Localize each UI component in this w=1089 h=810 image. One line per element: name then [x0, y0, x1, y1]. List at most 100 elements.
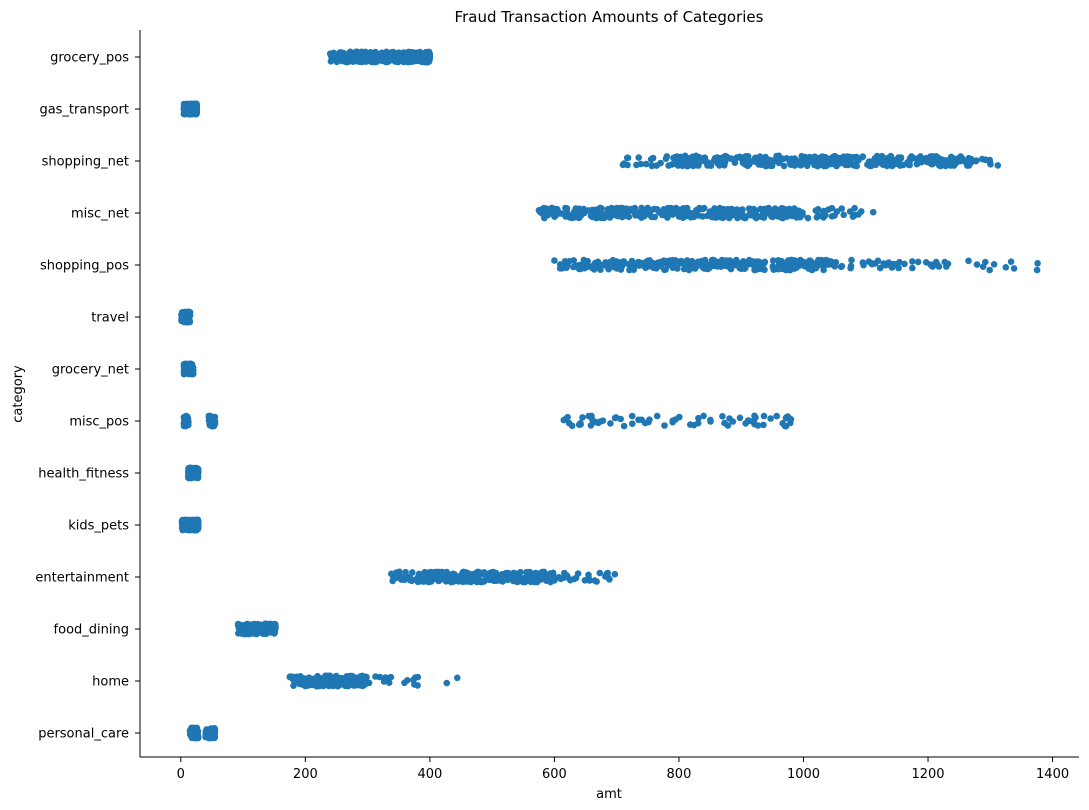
- point-misc-net: [535, 207, 543, 214]
- point-shopping-pos: [929, 263, 936, 270]
- point-misc-net: [728, 205, 735, 213]
- point-shopping-pos: [973, 261, 981, 268]
- point-grocery-pos: [352, 54, 359, 61]
- point-misc-pos: [205, 412, 213, 420]
- point-shopping-net: [919, 157, 927, 164]
- point-shopping-net: [665, 162, 672, 169]
- point-shopping-net: [642, 160, 650, 168]
- point-misc-net: [791, 209, 799, 217]
- point-shopping-net: [791, 162, 798, 169]
- point-shopping-net: [852, 161, 860, 169]
- point-shopping-pos: [838, 262, 846, 270]
- point-misc-net: [548, 204, 556, 212]
- point-home: [339, 675, 346, 682]
- point-misc-net: [558, 210, 565, 217]
- point-entertainment: [551, 575, 558, 583]
- point-shopping-pos: [592, 259, 599, 267]
- point-misc-net: [620, 212, 628, 220]
- y-tick-label-entertainment: entertainment: [35, 571, 129, 586]
- point-shopping-net: [982, 156, 989, 163]
- point-shopping-pos: [636, 261, 644, 268]
- point-misc-net: [869, 208, 877, 216]
- point-entertainment: [388, 570, 395, 578]
- point-shopping-pos: [914, 258, 922, 266]
- point-misc-pos: [690, 421, 698, 429]
- point-grocery-pos: [345, 57, 352, 65]
- point-shopping-net: [817, 155, 825, 162]
- point-entertainment: [442, 577, 449, 584]
- point-kids-pets: [179, 523, 186, 531]
- point-entertainment: [417, 576, 425, 584]
- point-shopping-pos: [979, 263, 987, 271]
- point-shopping-pos: [922, 259, 930, 266]
- point-kids-pets: [178, 518, 186, 525]
- point-grocery-pos: [377, 53, 384, 61]
- point-misc-pos: [695, 414, 702, 422]
- point-misc-net: [670, 207, 678, 214]
- point-shopping-pos: [901, 260, 908, 268]
- point-entertainment: [510, 576, 518, 583]
- point-shopping-pos: [876, 264, 884, 272]
- point-grocery-pos: [420, 57, 428, 64]
- point-entertainment: [544, 573, 552, 581]
- point-travel: [186, 309, 194, 316]
- point-shopping-pos: [986, 266, 993, 274]
- point-entertainment: [402, 568, 409, 576]
- point-shopping-pos: [667, 257, 674, 264]
- point-shopping-net: [947, 154, 955, 162]
- point-misc-net: [593, 209, 600, 217]
- point-entertainment: [526, 576, 533, 584]
- point-misc-pos: [211, 420, 219, 428]
- point-shopping-pos: [704, 265, 711, 273]
- point-entertainment: [427, 578, 435, 585]
- point-entertainment: [531, 578, 538, 586]
- point-misc-net: [760, 212, 768, 220]
- point-shopping-net: [637, 160, 645, 168]
- point-misc-pos: [653, 412, 661, 420]
- point-misc-net: [766, 210, 773, 217]
- point-misc-net: [814, 206, 822, 213]
- point-entertainment: [586, 577, 593, 584]
- point-shopping-pos: [710, 257, 718, 264]
- point-shopping-pos: [557, 264, 565, 271]
- point-misc-pos: [721, 419, 728, 427]
- point-shopping-pos: [812, 264, 820, 272]
- point-food-dining: [262, 630, 270, 638]
- point-grocery-pos: [365, 53, 373, 60]
- point-misc-pos: [752, 414, 759, 421]
- point-misc-pos: [611, 414, 619, 422]
- point-shopping-net: [844, 158, 851, 165]
- point-personal-care: [204, 726, 212, 734]
- point-shopping-net: [773, 152, 780, 160]
- point-shopping-pos: [563, 264, 570, 272]
- point-shopping-net: [952, 160, 959, 167]
- point-shopping-pos: [680, 259, 688, 267]
- point-shopping-net: [742, 153, 749, 160]
- point-shopping-pos: [754, 262, 762, 270]
- point-food-dining: [234, 622, 242, 629]
- point-shopping-pos: [874, 257, 882, 265]
- point-misc-net: [676, 208, 684, 216]
- point-entertainment: [596, 569, 604, 577]
- point-gas-transport: [180, 104, 188, 112]
- point-misc-net: [825, 206, 832, 213]
- point-grocery-pos: [383, 58, 390, 65]
- x-tick-label: 0: [177, 767, 185, 782]
- point-misc-net: [777, 211, 785, 219]
- point-grocery-pos: [341, 50, 349, 58]
- y-tick-label-grocery-pos: grocery_pos: [50, 51, 129, 66]
- point-shopping-pos: [832, 259, 840, 266]
- point-shopping-pos: [657, 262, 664, 270]
- point-shopping-pos: [943, 263, 950, 270]
- point-kids-pets: [184, 517, 192, 524]
- point-entertainment: [462, 578, 470, 585]
- point-shopping-pos: [847, 264, 854, 272]
- point-misc-net: [585, 207, 592, 214]
- point-shopping-pos: [722, 262, 729, 270]
- point-shopping-pos: [609, 257, 617, 264]
- point-misc-pos: [746, 417, 754, 425]
- point-shopping-net: [752, 154, 760, 162]
- point-misc-net: [699, 213, 706, 220]
- point-entertainment: [530, 573, 537, 580]
